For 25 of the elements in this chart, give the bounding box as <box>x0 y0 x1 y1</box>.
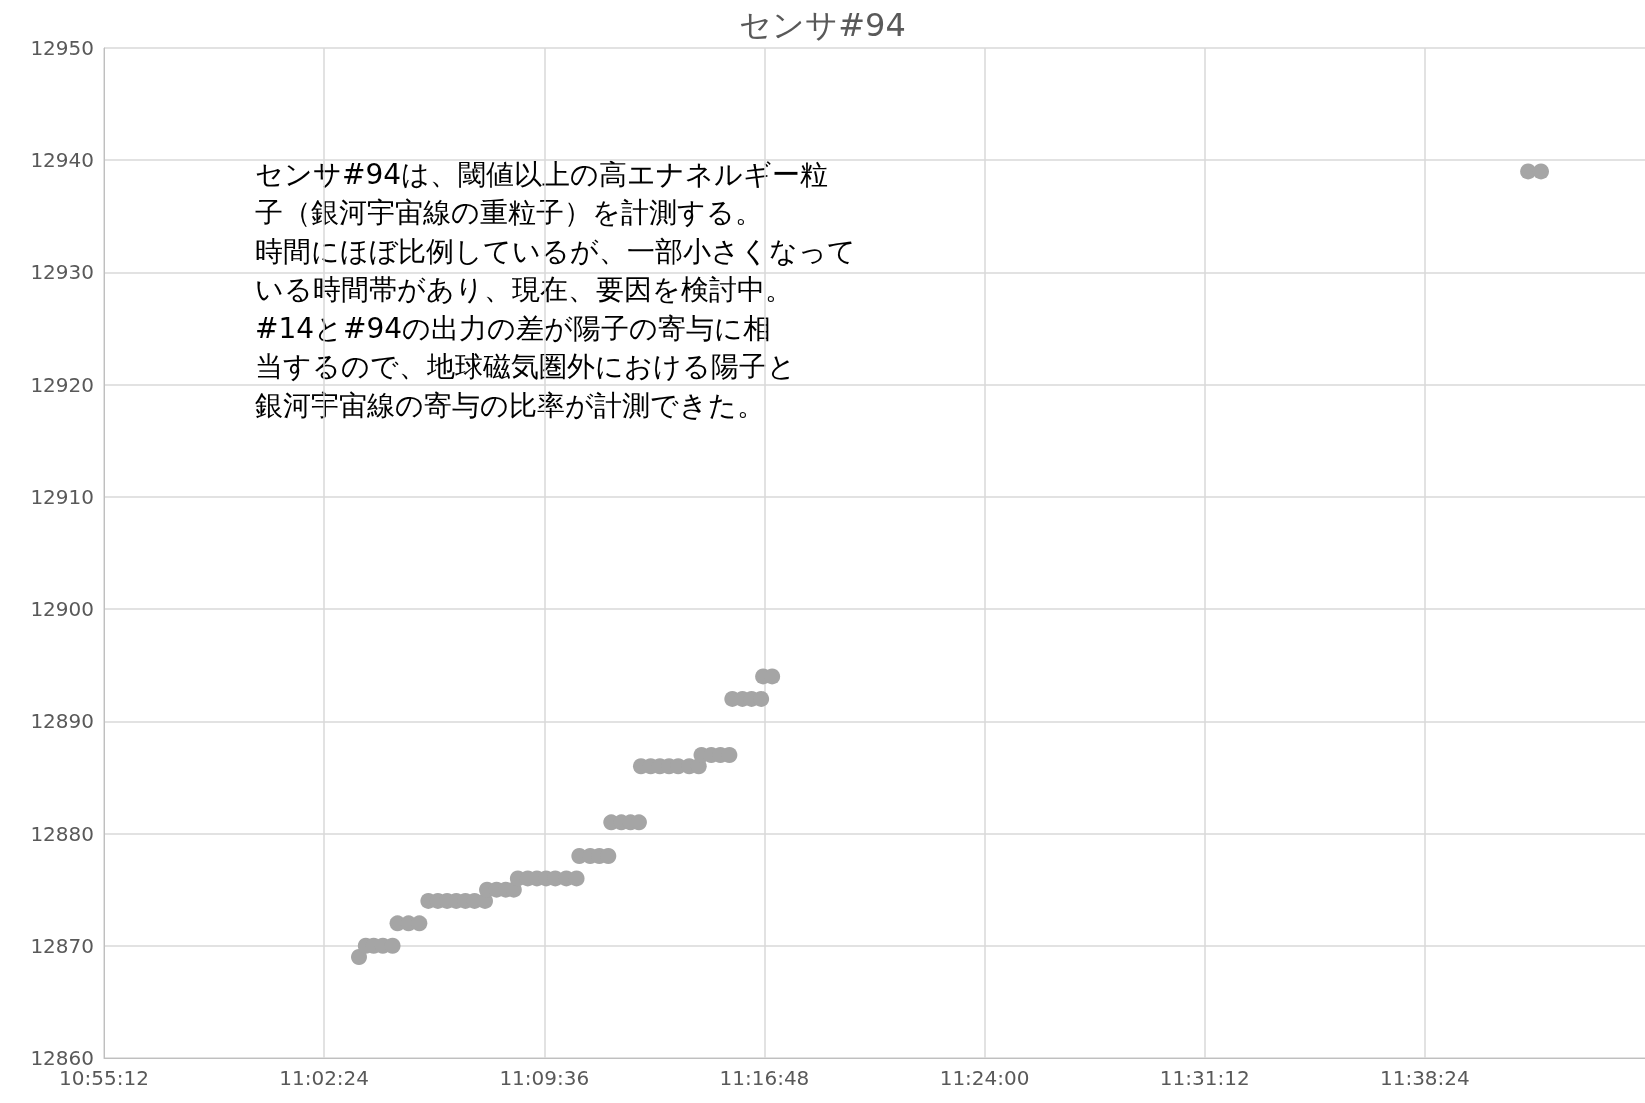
x-tick-label: 11:09:36 <box>499 1066 590 1090</box>
annotation: 当するので、地球磁気圏外における陽子と <box>255 350 796 384</box>
y-tick-label: 12870 <box>30 933 94 958</box>
annotation: 時間にほぼ比例しているが、一部小さくなって <box>255 234 856 268</box>
x-tick-label: 11:31:12 <box>1159 1066 1250 1090</box>
y-tick-label: 12890 <box>30 709 94 734</box>
x-tick-label: 11:38:24 <box>1379 1066 1470 1090</box>
point <box>351 949 367 965</box>
x-tick-label: 11:16:48 <box>719 1066 810 1090</box>
x-tick-label: 11:02:24 <box>279 1066 370 1090</box>
y-tick-label: 12910 <box>30 484 94 509</box>
annotation: #14と#94の出力の差が陽子の寄与に相 <box>255 311 772 345</box>
y-tick-label: 12920 <box>30 372 94 397</box>
y-tick-label: 12880 <box>30 821 94 846</box>
annotation: センサ#94は、閾値以上の高エナネルギー粒 <box>255 157 829 191</box>
chart-title: センサ#94 <box>739 6 906 44</box>
annotation: 子（銀河宇宙線の重粒子）を計測する。 <box>255 196 763 230</box>
y-tick-label: 12930 <box>30 260 94 285</box>
y-tick-label: 12900 <box>30 597 94 622</box>
annotation: いる時間帯があり、現在、要因を検討中。 <box>255 273 793 307</box>
y-tick-label: 12950 <box>30 36 94 60</box>
annotation: 銀河宇宙線の寄与の比率が計測できた。 <box>255 388 765 422</box>
x-tick-label: 11:24:00 <box>939 1066 1030 1090</box>
point <box>1533 163 1549 180</box>
y-tick-label: 12940 <box>30 148 94 173</box>
